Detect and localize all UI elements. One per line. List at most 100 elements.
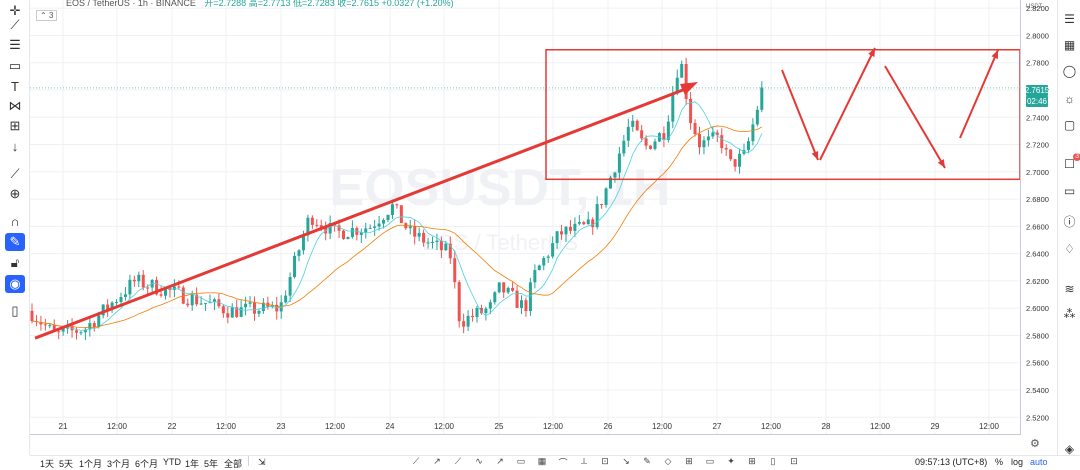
candle-body	[204, 303, 208, 305]
range-5y[interactable]: 5年	[204, 459, 219, 469]
chat-icon[interactable]: ▢	[1063, 118, 1076, 132]
drawing-tool-icon[interactable]: ⟋	[454, 456, 462, 466]
candle-body	[475, 307, 479, 318]
drawing-tool-icon[interactable]: ⊡	[601, 456, 609, 466]
price-tick: 2.8200	[1026, 4, 1049, 13]
time-tick: 12:00	[107, 422, 128, 431]
trendline-icon[interactable]: ⟋	[10, 17, 20, 32]
info-icon[interactable]: ⓘ	[1063, 214, 1076, 229]
drawing-tool-icon[interactable]: ⊞	[685, 456, 693, 466]
drawing-tool-icon[interactable]: ✎	[643, 456, 651, 466]
drawing-tool-icon[interactable]: ⌒	[558, 458, 568, 468]
idea-icon[interactable]: ☼	[1064, 92, 1075, 106]
drawing-zigzag-arrow	[959, 49, 999, 139]
text-icon[interactable]: T	[11, 78, 19, 94]
magnet-icon[interactable]: ∩	[10, 213, 20, 229]
alert-circle-icon[interactable]: ◯	[1062, 64, 1077, 78]
drawing-tool-icon[interactable]: ▯	[770, 456, 776, 466]
trash-icon[interactable]: ▯	[11, 303, 19, 318]
watchlist-icon[interactable]: ☰	[1064, 12, 1075, 26]
candle-body	[626, 126, 630, 141]
candle-body	[217, 299, 221, 307]
candle-body	[284, 295, 288, 303]
price-tick: 2.8000	[1026, 31, 1049, 40]
drawing-tool-icon[interactable]: ∿	[475, 456, 483, 466]
fib-icon[interactable]: ☰	[9, 37, 21, 52]
chat-badge-icon[interactable]: ☐ 3	[1064, 153, 1080, 171]
drawing-tool-icon[interactable]: ◇	[664, 456, 672, 466]
candle-body	[88, 323, 92, 330]
price-tick: 2.6600	[1026, 222, 1049, 231]
candle-body	[649, 145, 653, 149]
range-1m[interactable]: 1个月	[79, 459, 103, 469]
range-ytd[interactable]: YTD	[163, 457, 181, 467]
drawing-zigzag-arrow	[781, 69, 819, 161]
time-tick: 12:00	[979, 422, 1000, 431]
calendar-icon[interactable]: ▦	[1063, 38, 1076, 52]
drawing-tool-icon[interactable]: ↘	[622, 456, 630, 466]
zoom-in-icon[interactable]: ⊕	[9, 186, 21, 201]
signal-icon[interactable]: ≋	[1064, 282, 1075, 296]
drawing-tool-icon[interactable]: ✦	[727, 456, 735, 466]
drawing-tool-icon[interactable]: ⟂	[580, 456, 587, 466]
drawing-tool-icon[interactable]: ↗	[433, 456, 441, 466]
chart-pane[interactable]: EOSUSDT, 1H EOS / TetherUS 21 12:00 22 12:00 2…	[30, 0, 1020, 435]
candle-body	[471, 315, 475, 318]
price-tick: 2.6400	[1026, 250, 1049, 259]
lock-drawing-icon[interactable]: ✎	[5, 233, 25, 251]
data-window-icon[interactable]: ⁂	[1063, 307, 1076, 321]
drawing-tool-icon[interactable]: ⊞	[748, 456, 756, 466]
candle-body	[101, 304, 105, 316]
candle-body	[635, 120, 639, 131]
range-1y[interactable]: 1年	[185, 459, 200, 469]
bell-icon[interactable]: ♢	[1064, 242, 1075, 256]
drawing-tool-icon[interactable]: ↗	[496, 456, 504, 466]
price-axis[interactable]: USDT2.82002.80002.78002.76002.74002.7200…	[1020, 0, 1057, 435]
pattern-icon[interactable]: ⋈	[8, 98, 22, 113]
candle-body	[386, 215, 390, 220]
drawing-tool-icon[interactable]: ▭	[705, 456, 715, 466]
range-3m[interactable]: 3个月	[107, 459, 131, 469]
candle-body	[164, 287, 167, 296]
message-icon[interactable]: ▭	[1063, 184, 1076, 198]
candle-body	[729, 149, 733, 160]
candle-body	[301, 235, 305, 251]
drawing-arrowhead	[937, 159, 945, 168]
indicator-count[interactable]: ⌃ 3	[36, 10, 58, 21]
range-1d[interactable]: 1天	[40, 459, 55, 469]
candle-body	[520, 300, 523, 308]
eye-icon[interactable]: ◉	[5, 275, 25, 293]
range-6m[interactable]: 6个月	[135, 459, 159, 469]
range-all[interactable]: 全部	[224, 459, 243, 469]
candle-body	[253, 302, 256, 314]
layers-icon[interactable]: ◈	[1064, 442, 1075, 456]
ruler-icon[interactable]: ⟋	[10, 166, 20, 181]
candle-body	[711, 132, 715, 137]
candle-body	[270, 304, 274, 307]
time-tick: 22	[168, 422, 177, 431]
candle-body	[462, 321, 466, 327]
crosshair-icon[interactable]: ✛	[9, 3, 21, 18]
candle-body	[546, 256, 550, 258]
candle-body	[693, 123, 697, 135]
drawing-tool-icon[interactable]: ▦	[537, 456, 547, 466]
range-5d[interactable]: 5天	[59, 459, 74, 469]
lock-icon[interactable]: 🔓︎	[10, 255, 20, 270]
drawing-tool-icon[interactable]: ⊡	[790, 456, 798, 466]
candle-body	[738, 153, 742, 167]
log-toggle[interactable]: log	[1011, 457, 1024, 467]
arrow-down-icon[interactable]: ↓	[11, 138, 19, 154]
drawing-tool-icon[interactable]: ⟋	[412, 456, 420, 466]
rectangle-icon[interactable]: ▭	[8, 58, 22, 73]
candle-body	[573, 223, 577, 231]
candle-body	[221, 306, 225, 314]
candle-body	[413, 226, 417, 237]
percent-toggle[interactable]: %	[995, 457, 1004, 467]
settings-gear-icon[interactable]: ⚙	[1030, 438, 1040, 450]
auto-toggle[interactable]: auto	[1030, 457, 1048, 467]
measure-icon[interactable]: ⊞	[9, 118, 21, 133]
goto-date-icon[interactable]: ⇲	[258, 457, 266, 467]
drawing-tool-icon[interactable]: ▭	[516, 456, 526, 466]
candle-body	[177, 286, 181, 288]
